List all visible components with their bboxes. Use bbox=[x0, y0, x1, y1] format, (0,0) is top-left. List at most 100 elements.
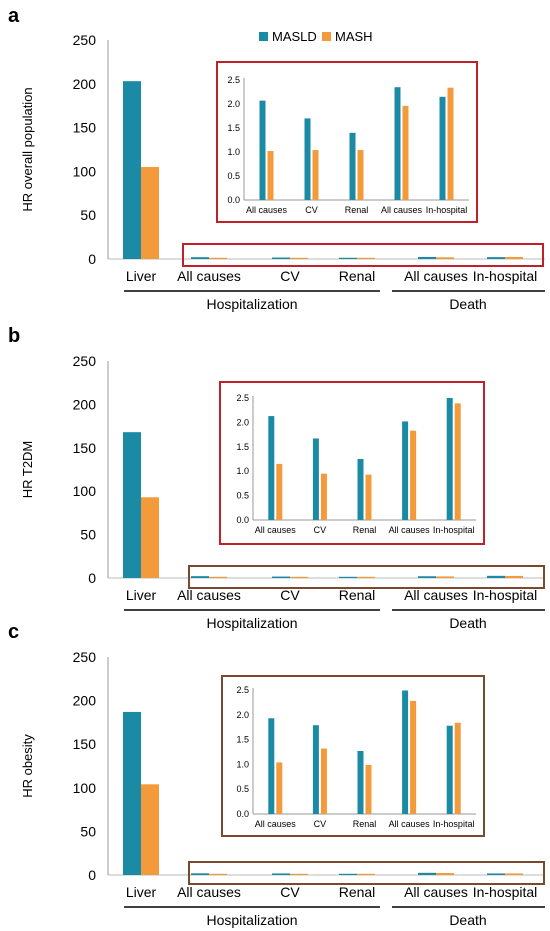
bar-masld-3 bbox=[339, 257, 357, 259]
bar-masld-5 bbox=[487, 873, 505, 875]
bar-masld-5 bbox=[487, 257, 505, 259]
bar-masld-5 bbox=[487, 575, 505, 578]
y-tick-label: 0 bbox=[88, 251, 96, 267]
y-tick-label: 150 bbox=[73, 120, 97, 136]
y-tick-label: 0 bbox=[88, 867, 96, 883]
x-tick-label: All causes bbox=[404, 268, 468, 284]
inset-bar-mash-3 bbox=[410, 700, 417, 814]
x-tick-label: Renal bbox=[339, 884, 376, 900]
inset-bar-masld-0 bbox=[268, 718, 275, 814]
y-tick-label: 200 bbox=[73, 76, 97, 92]
x-tick-label: In-hospital bbox=[473, 268, 538, 284]
bar-masld-0 bbox=[123, 711, 141, 875]
bar-masld-1 bbox=[191, 576, 209, 578]
inset-bar-masld-1 bbox=[304, 118, 311, 200]
bar-masld-4 bbox=[418, 576, 436, 578]
inset-chart: 0.0 0.5 1.0 1.5 2.0 2.5 All causes CV Renal All c… bbox=[221, 675, 485, 837]
y-tick-label: 150 bbox=[73, 440, 97, 456]
inset-x-tick-label: CV bbox=[314, 819, 327, 829]
bar-masld-2 bbox=[272, 873, 290, 875]
inset-y-tick-label: 2.0 bbox=[236, 710, 249, 720]
inset-bar-mash-4 bbox=[454, 722, 461, 814]
inset-x-tick-label: In-hospital bbox=[433, 819, 475, 829]
inset-x-tick-label: All causes bbox=[255, 819, 297, 829]
inset-y-tick-label: 1.0 bbox=[227, 147, 240, 157]
inset-x-tick-label: Renal bbox=[353, 819, 377, 829]
inset-y-tick-label: 1.0 bbox=[236, 466, 249, 476]
y-tick-label: 250 bbox=[73, 353, 97, 369]
inset-bar-mash-2 bbox=[365, 764, 372, 814]
inset-bar-mash-1 bbox=[320, 748, 327, 814]
inset-bar-mash-4 bbox=[447, 87, 454, 200]
inset-bar-mash-3 bbox=[410, 430, 417, 520]
bar-mash-1 bbox=[209, 257, 227, 259]
inset-y-tick-label: 1.5 bbox=[227, 123, 240, 133]
inset-chart: 0.0 0.5 1.0 1.5 2.0 2.5 All causes CV Renal All c… bbox=[216, 61, 478, 223]
panel-c-chart: 0 50 100 150 200 250 HR obesity Liver All causes… bbox=[20, 649, 545, 928]
legend-label-mash: MASH bbox=[335, 29, 373, 44]
y-tick-label: 200 bbox=[73, 396, 97, 412]
x-tick-label: All causes bbox=[404, 884, 468, 900]
x-tick-label: CV bbox=[280, 587, 300, 603]
inset-bar-mash-2 bbox=[365, 474, 372, 520]
inset-frame bbox=[219, 381, 485, 545]
legend-swatch-masld bbox=[259, 32, 268, 41]
x-tick-label: Renal bbox=[339, 587, 376, 603]
bar-mash-2 bbox=[290, 873, 308, 875]
inset-bar-mash-3 bbox=[402, 105, 409, 200]
x-tick-label: Renal bbox=[339, 268, 376, 284]
panel-a-chart: 0 50 100 150 200 250 HR overall population Live… bbox=[20, 32, 545, 312]
inset-x-tick-label: Renal bbox=[353, 525, 377, 535]
legend-label-masld: MASLD bbox=[272, 29, 317, 44]
inset-y-tick-label: 0.5 bbox=[236, 784, 249, 794]
x-tick-label: Liver bbox=[126, 884, 157, 900]
inset-x-tick-label: All causes bbox=[255, 525, 297, 535]
inset-bar-mash-1 bbox=[320, 473, 327, 520]
inset-bar-mash-0 bbox=[276, 762, 283, 814]
bar-masld-0 bbox=[123, 81, 141, 259]
y-tick-label: 200 bbox=[73, 693, 97, 709]
group-label-hospitalization: Hospitalization bbox=[206, 615, 297, 631]
y-tick-label: 100 bbox=[73, 163, 97, 179]
y-tick-label: 250 bbox=[73, 649, 97, 665]
inset-bar-masld-4 bbox=[439, 96, 446, 200]
inset-x-tick-label: All causes bbox=[381, 205, 423, 215]
inset-y-tick-label: 1.5 bbox=[236, 442, 249, 452]
y-tick-label: 50 bbox=[80, 823, 96, 839]
inset-x-tick-label: In-hospital bbox=[426, 205, 468, 215]
y-axis-title: HR T2DM bbox=[20, 441, 35, 499]
legend: MASLD MASH bbox=[259, 29, 373, 44]
inset-y-tick-label: 2.5 bbox=[236, 685, 249, 695]
bar-mash-5 bbox=[505, 873, 523, 875]
bar-mash-2 bbox=[290, 576, 308, 578]
highlight-box bbox=[188, 565, 545, 589]
panel-b-chart: 0 50 100 150 200 250 HR T2DM Liver All causes CV R… bbox=[20, 353, 545, 631]
highlight-box bbox=[182, 243, 544, 267]
inset-y-tick-label: 2.5 bbox=[227, 75, 240, 85]
x-tick-label: All causes bbox=[177, 884, 241, 900]
y-tick-label: 150 bbox=[73, 736, 97, 752]
inset-x-tick-label: Renal bbox=[345, 205, 369, 215]
x-tick-label: All causes bbox=[404, 587, 468, 603]
inset-bar-masld-3 bbox=[394, 87, 401, 200]
inset-frame bbox=[221, 675, 485, 837]
group-label-death: Death bbox=[449, 615, 486, 631]
bar-masld-3 bbox=[339, 576, 357, 578]
x-tick-label: Liver bbox=[126, 268, 157, 284]
y-tick-label: 100 bbox=[73, 483, 97, 499]
inset-x-tick-label: CV bbox=[305, 205, 318, 215]
inset-bar-masld-3 bbox=[402, 690, 409, 814]
y-tick-label: 50 bbox=[80, 527, 96, 543]
bar-mash-5 bbox=[505, 575, 523, 578]
bar-mash-3 bbox=[357, 873, 375, 875]
inset-y-tick-label: 1.0 bbox=[236, 759, 249, 769]
inset-y-tick-label: 0.5 bbox=[227, 171, 240, 181]
bar-mash-2 bbox=[290, 257, 308, 259]
x-tick-label: All causes bbox=[177, 268, 241, 284]
bar-mash-0 bbox=[141, 167, 159, 259]
highlight-box bbox=[188, 861, 545, 885]
inset-bar-mash-2 bbox=[357, 150, 364, 200]
bar-masld-1 bbox=[191, 257, 209, 259]
y-tick-label: 100 bbox=[73, 780, 97, 796]
bar-mash-3 bbox=[357, 257, 375, 259]
